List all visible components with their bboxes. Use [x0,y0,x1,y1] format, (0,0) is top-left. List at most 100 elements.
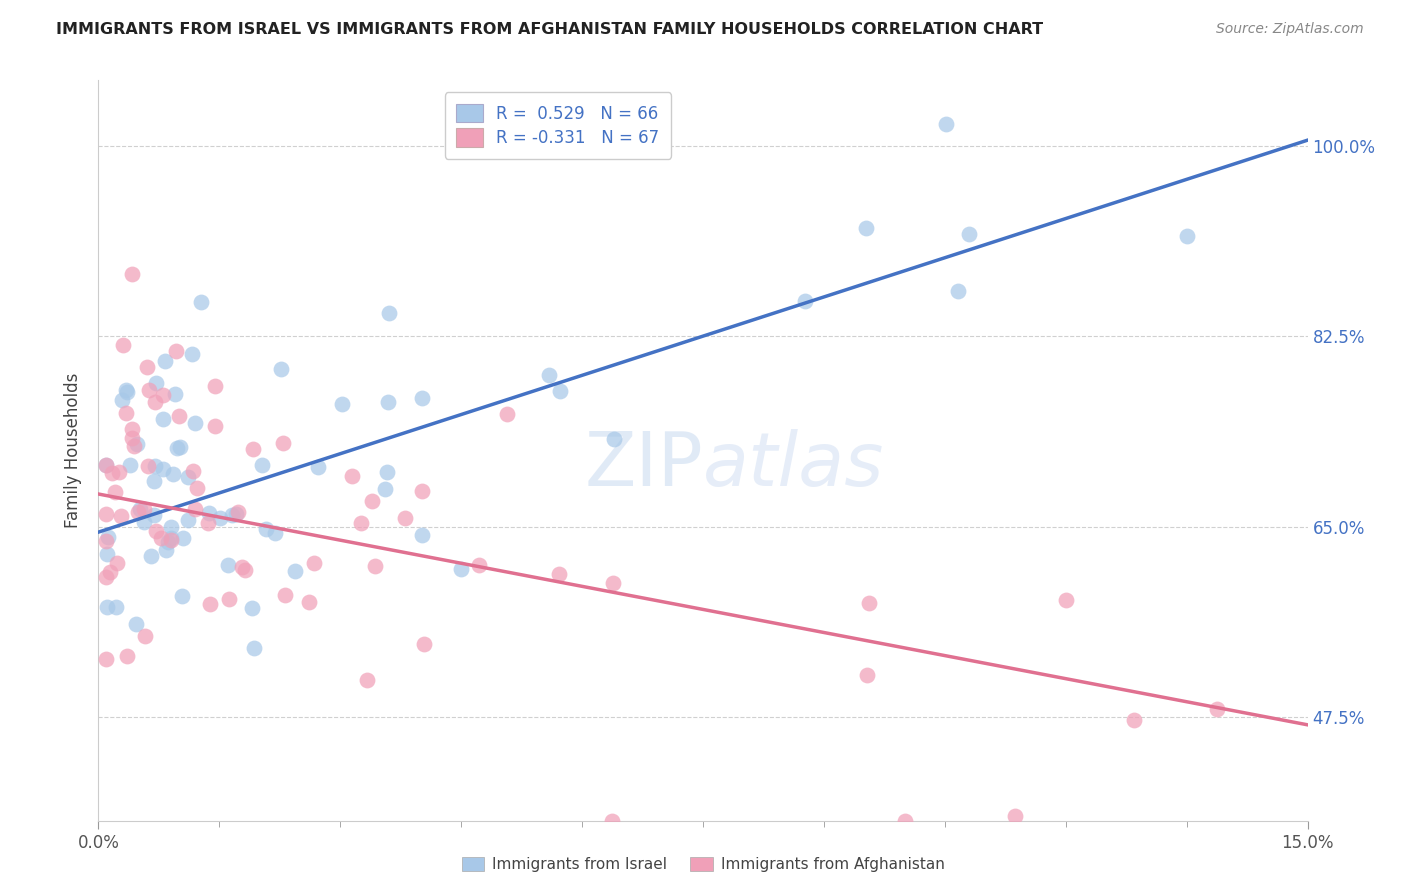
Point [111,338,134,352]
Point [145,376,167,390]
Point [413,637,436,651]
Point [115,406,138,420]
Text: IMMIGRANTS FROM ISRAEL VS IMMIGRANTS FROM AFGHANISTAN FAMILY HOUSEHOLDS CORRELAT: IMMIGRANTS FROM ISRAEL VS IMMIGRANTS FRO… [56,22,1043,37]
Point [186,481,208,495]
Point [200,597,222,611]
Point [603,432,626,446]
Point [163,387,186,401]
Point [101,467,124,481]
Point [96,547,118,561]
Point [143,395,166,409]
Point [160,533,183,547]
Point [177,470,200,484]
Point [411,527,433,541]
Point [855,668,877,682]
Point [284,564,307,578]
Point [135,360,157,375]
Text: Source: ZipAtlas.com: Source: ZipAtlas.com [1216,22,1364,37]
Point [108,465,131,479]
Point [132,515,155,529]
Point [946,284,969,298]
Point [181,347,204,361]
Point [243,640,266,655]
Point [127,436,149,450]
Point [134,629,156,643]
Point [537,368,560,382]
Point [204,418,226,433]
Point [121,267,143,281]
Legend: Immigrants from Israel, Immigrants from Afghanistan: Immigrants from Israel, Immigrants from … [454,849,952,880]
Point [356,673,378,687]
Point [233,563,256,577]
Point [411,392,433,406]
Point [117,384,139,399]
Point [600,814,623,828]
Point [411,483,433,498]
Point [548,384,571,399]
Point [231,560,253,574]
Point [97,530,120,544]
Point [204,378,226,392]
Point [136,459,159,474]
Point [1004,808,1026,822]
Point [935,117,957,131]
Point [468,558,491,572]
Point [496,407,519,421]
Point [121,431,143,445]
Point [1205,701,1227,715]
Point [110,508,132,523]
Text: atlas: atlas [703,429,884,501]
Point [307,460,329,475]
Point [172,590,194,604]
Point [190,295,212,310]
Point [172,531,194,545]
Point [150,531,173,545]
Point [96,599,118,614]
Point [218,591,240,606]
Point [374,482,396,496]
Point [273,588,295,602]
Point [858,596,880,610]
Point [96,458,118,473]
Point [1123,714,1146,728]
Point [143,475,166,489]
Point [264,526,287,541]
Point [139,549,162,563]
Point [96,534,118,549]
Point [96,652,118,666]
Point [794,294,817,309]
Point [143,458,166,473]
Point [547,566,569,581]
Point [111,392,134,407]
Text: ZIP: ZIP [585,429,703,502]
Point [198,506,221,520]
Point [122,439,145,453]
Point [225,507,247,521]
Point [340,469,363,483]
Point [98,565,121,579]
Point [177,513,200,527]
Point [378,305,401,319]
Point [364,558,387,573]
Point [197,516,219,531]
Point [96,507,118,521]
Point [142,508,165,523]
Point [120,458,142,472]
Point [157,534,180,549]
Point [160,531,183,545]
Point [304,556,326,570]
Point [450,562,472,576]
Point [183,416,205,430]
Legend: R =  0.529   N = 66, R = -0.331   N = 67: R = 0.529 N = 66, R = -0.331 N = 67 [444,92,671,159]
Point [221,508,243,522]
Point [184,502,207,516]
Point [121,421,143,435]
Point [155,543,177,558]
Point [160,520,183,534]
Point [127,505,149,519]
Point [602,576,624,591]
Point [96,458,118,472]
Point [350,516,373,530]
Point [166,441,188,455]
Point [957,227,980,241]
